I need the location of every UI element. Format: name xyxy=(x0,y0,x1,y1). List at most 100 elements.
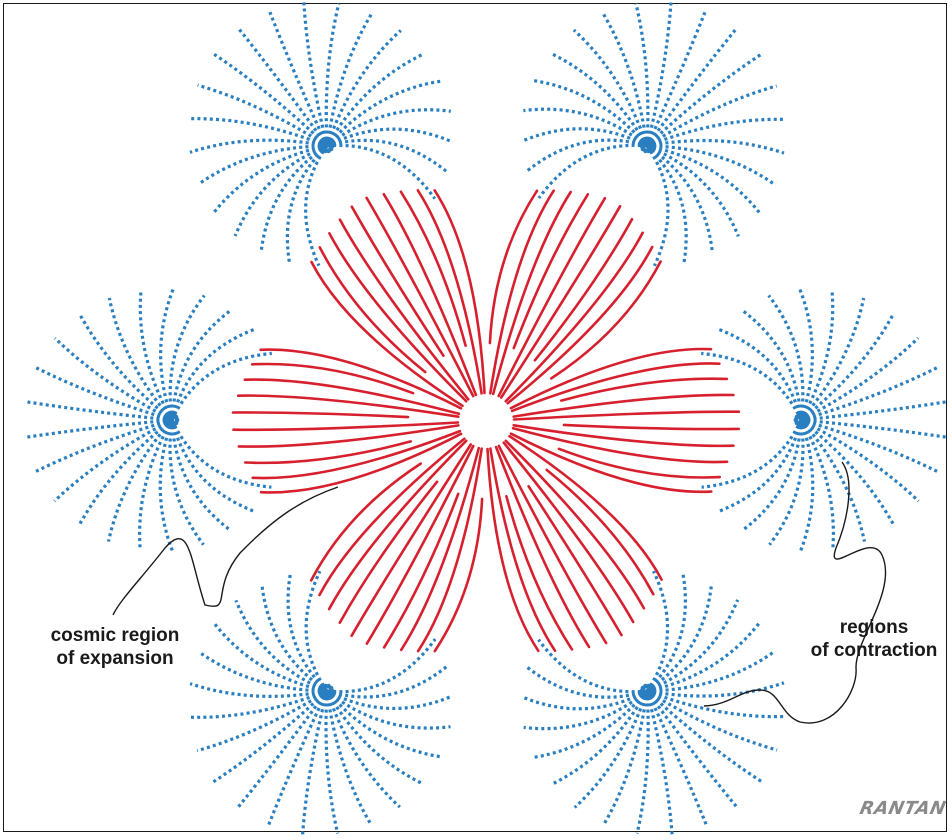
contraction-flow-line xyxy=(326,638,437,694)
contraction-flow-line xyxy=(645,26,739,147)
expansion-flow-line xyxy=(237,394,460,418)
contraction-flow-line xyxy=(645,9,708,147)
contraction-flow-line xyxy=(189,689,328,719)
contraction-flow-line xyxy=(520,127,648,148)
contraction-flow-line xyxy=(326,689,454,710)
expansion-flow-line xyxy=(259,348,463,410)
expansion-flow-line xyxy=(350,205,445,357)
expansion-flow-line xyxy=(510,362,721,413)
expansion-flow-line xyxy=(486,447,540,653)
contraction-flow-line xyxy=(718,419,803,513)
expansion-flow-line xyxy=(502,441,635,624)
contraction-core-dot xyxy=(173,414,179,420)
expansion-flow-line xyxy=(512,410,741,421)
contraction-flow-line xyxy=(197,650,328,693)
contraction-flow-line xyxy=(267,8,329,147)
contraction-flow-line xyxy=(537,143,648,200)
contraction-node-2 xyxy=(520,2,785,267)
contraction-flow-line xyxy=(326,138,449,174)
contraction-regions xyxy=(24,1,949,835)
expansion-flow-line xyxy=(350,443,473,638)
contraction-flow-line xyxy=(537,638,648,694)
contraction-flow-line xyxy=(602,690,649,826)
expansion-flow-line xyxy=(491,190,572,396)
expansion-flow-line xyxy=(318,246,427,374)
expansion-flow-line xyxy=(562,423,740,431)
contraction-flow-line xyxy=(646,144,762,215)
contraction-flow-line xyxy=(800,399,949,422)
contraction-flow-line xyxy=(53,418,173,503)
expansion-flow-line xyxy=(416,189,483,395)
contraction-flow-line xyxy=(24,399,173,422)
expansion-flow-line xyxy=(545,468,655,596)
contraction-flow-line xyxy=(304,570,329,692)
expansion-flow-line xyxy=(433,189,486,395)
expansion-flow-line xyxy=(259,432,463,494)
contraction-flow-line xyxy=(635,690,650,834)
expansion-flow-line xyxy=(237,424,460,448)
contraction-flow-line xyxy=(189,117,328,148)
contraction-flow-line xyxy=(213,52,329,148)
contraction-flow-line xyxy=(159,288,175,421)
leader-lines xyxy=(112,461,887,724)
contraction-flow-line xyxy=(266,690,329,828)
contraction-flow-line xyxy=(213,622,328,693)
expansion-flow-line xyxy=(365,196,475,398)
contraction-node-4 xyxy=(701,288,949,552)
artist-signature: RANTAN xyxy=(857,798,948,819)
contraction-flow-line xyxy=(645,690,709,828)
contraction-flow-line xyxy=(301,690,329,835)
contraction-flow-line xyxy=(34,418,173,473)
expansion-flow-line xyxy=(382,492,460,649)
expansion-flow-line xyxy=(494,445,591,649)
contraction-flow-line xyxy=(645,145,670,267)
expansion-flow-line xyxy=(309,462,422,582)
contraction-flow-line xyxy=(233,144,328,237)
contraction-flow-line xyxy=(78,313,173,422)
contraction-flow-line xyxy=(740,419,803,533)
contraction-flow-line xyxy=(646,84,778,148)
contraction-node-6 xyxy=(520,570,785,835)
contraction-node-3 xyxy=(24,288,272,552)
expansion-flow-line xyxy=(328,232,468,403)
contraction-flow-line xyxy=(325,52,426,147)
contraction-flow-line xyxy=(520,689,648,711)
contraction-leader-line xyxy=(703,461,887,724)
contraction-flow-line xyxy=(170,419,255,513)
expansion-flow-line xyxy=(504,231,644,403)
contraction-flow-line xyxy=(800,366,938,422)
contraction-flow-line xyxy=(326,143,437,200)
expansion-leader-line xyxy=(112,486,339,616)
expansion-flow-line xyxy=(560,377,729,402)
contraction-flow-line xyxy=(645,573,687,693)
expansion-flow-line xyxy=(365,444,475,645)
expansion-flow-line xyxy=(499,204,622,399)
contraction-flow-line xyxy=(324,690,340,834)
contraction-flow-line xyxy=(798,288,814,421)
contraction-flow-line xyxy=(170,327,256,421)
contraction-flow-line xyxy=(212,689,329,784)
contraction-flow-line xyxy=(645,689,763,783)
contraction-flow-line xyxy=(259,144,328,254)
contraction-flow-line xyxy=(170,351,272,421)
contraction-flow-line xyxy=(645,690,674,835)
contraction-flow-line xyxy=(646,144,777,187)
contraction-flow-line xyxy=(646,117,785,148)
contraction-flow-line xyxy=(325,79,442,148)
contraction-flow-line xyxy=(523,689,649,731)
contraction-flow-line xyxy=(800,418,939,473)
contraction-flow-line xyxy=(77,418,173,526)
contraction-flow-line xyxy=(168,294,206,421)
contraction-flow-line xyxy=(800,313,895,422)
contraction-flow-line xyxy=(645,144,688,264)
expansion-flow-line xyxy=(251,429,462,480)
contraction-flow-line xyxy=(197,83,328,148)
expansion-flow-line xyxy=(382,192,478,397)
expansion-flow-line xyxy=(243,440,412,465)
contraction-annotation-line-2: of contraction xyxy=(810,640,938,661)
contraction-flow-line xyxy=(646,689,785,719)
contraction-flow-line xyxy=(645,53,762,148)
expansion-flow-line xyxy=(497,444,608,645)
contraction-flow-line xyxy=(525,665,648,699)
contraction-flow-line xyxy=(53,336,173,422)
